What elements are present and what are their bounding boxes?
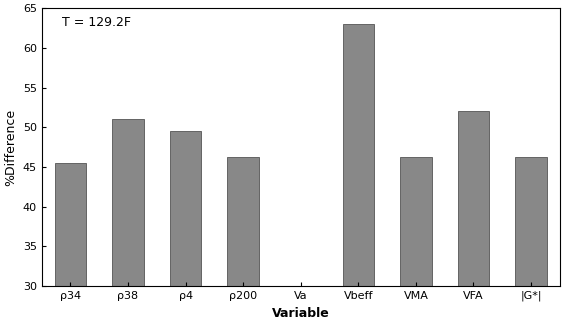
X-axis label: Variable: Variable	[272, 307, 329, 320]
Y-axis label: %Difference: %Difference	[4, 109, 17, 186]
Bar	[515, 157, 547, 286]
Bar	[400, 157, 431, 286]
Bar	[112, 119, 144, 286]
Bar	[55, 163, 86, 286]
Text: T = 129.2F: T = 129.2F	[63, 17, 131, 29]
Bar	[227, 157, 259, 286]
Bar	[170, 131, 201, 286]
Bar	[457, 111, 490, 286]
Bar	[342, 24, 374, 286]
